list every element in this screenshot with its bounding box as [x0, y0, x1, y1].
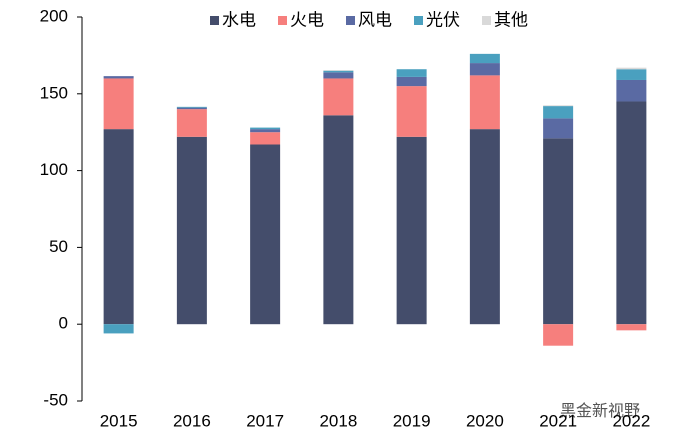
bar-segment: [396, 76, 427, 87]
watermark: 黑金新视野: [560, 402, 640, 420]
y-tick-label: 200: [40, 6, 68, 25]
legend-label: 光伏: [426, 10, 460, 29]
bar-segment: [616, 67, 647, 70]
bar-segment: [176, 107, 207, 110]
bar-segment: [323, 70, 354, 73]
bar-segment: [250, 132, 281, 145]
bar-segment: [469, 63, 500, 76]
bar-segment: [250, 127, 281, 130]
legend-label: 水电: [222, 10, 256, 29]
bar-segment: [323, 69, 354, 71]
bar-segment: [616, 324, 647, 331]
bar-segment: [469, 53, 500, 64]
bar-segment: [250, 144, 281, 325]
bar-segment: [543, 324, 574, 346]
bar-segment: [543, 118, 574, 139]
y-tick-label: -50: [43, 390, 68, 409]
legend-swatch: [210, 16, 219, 25]
bar-segment: [543, 105, 574, 107]
bar-segment: [323, 72, 354, 79]
bar-segment: [103, 76, 134, 79]
bar-segment: [543, 138, 574, 325]
x-tick-label: 2017: [246, 411, 284, 430]
x-tick-label: 2021: [539, 411, 577, 430]
bar-segment: [323, 78, 354, 116]
legend-label: 火电: [290, 10, 324, 29]
bar-segment: [103, 129, 134, 325]
y-tick-label: 50: [49, 237, 68, 256]
x-tick-label: 2019: [393, 411, 431, 430]
y-tick-label: 0: [59, 314, 68, 333]
x-tick-label: 2015: [100, 411, 138, 430]
legend-swatch: [278, 16, 287, 25]
bar-segment: [616, 79, 647, 102]
bar-segment: [176, 136, 207, 325]
y-tick-label: 150: [40, 83, 68, 102]
bar-segment: [396, 136, 427, 325]
bar-segment: [616, 69, 647, 80]
legend-swatch: [346, 16, 355, 25]
bar-segment: [616, 101, 647, 325]
x-tick-label: 2022: [612, 411, 650, 430]
bar-segment: [323, 115, 354, 325]
bar-segment: [469, 129, 500, 325]
x-tick-label: 2016: [173, 411, 211, 430]
bar-segment: [176, 106, 207, 108]
legend-label: 其他: [494, 10, 528, 29]
legend-label: 风电: [358, 10, 392, 29]
y-tick-label: 100: [40, 160, 68, 179]
legend-swatch: [414, 16, 423, 25]
bar-segment: [543, 106, 574, 119]
bar-segment: [396, 69, 427, 77]
x-tick-label: 2020: [466, 411, 504, 430]
bar-segment: [469, 75, 500, 130]
x-tick-label: 2018: [319, 411, 357, 430]
bar-segment: [250, 129, 281, 133]
bar-segment: [396, 86, 427, 137]
bar-segment: [103, 78, 134, 130]
bar-segment: [176, 109, 207, 137]
bar-segment: [103, 324, 134, 334]
legend-swatch: [482, 16, 491, 25]
